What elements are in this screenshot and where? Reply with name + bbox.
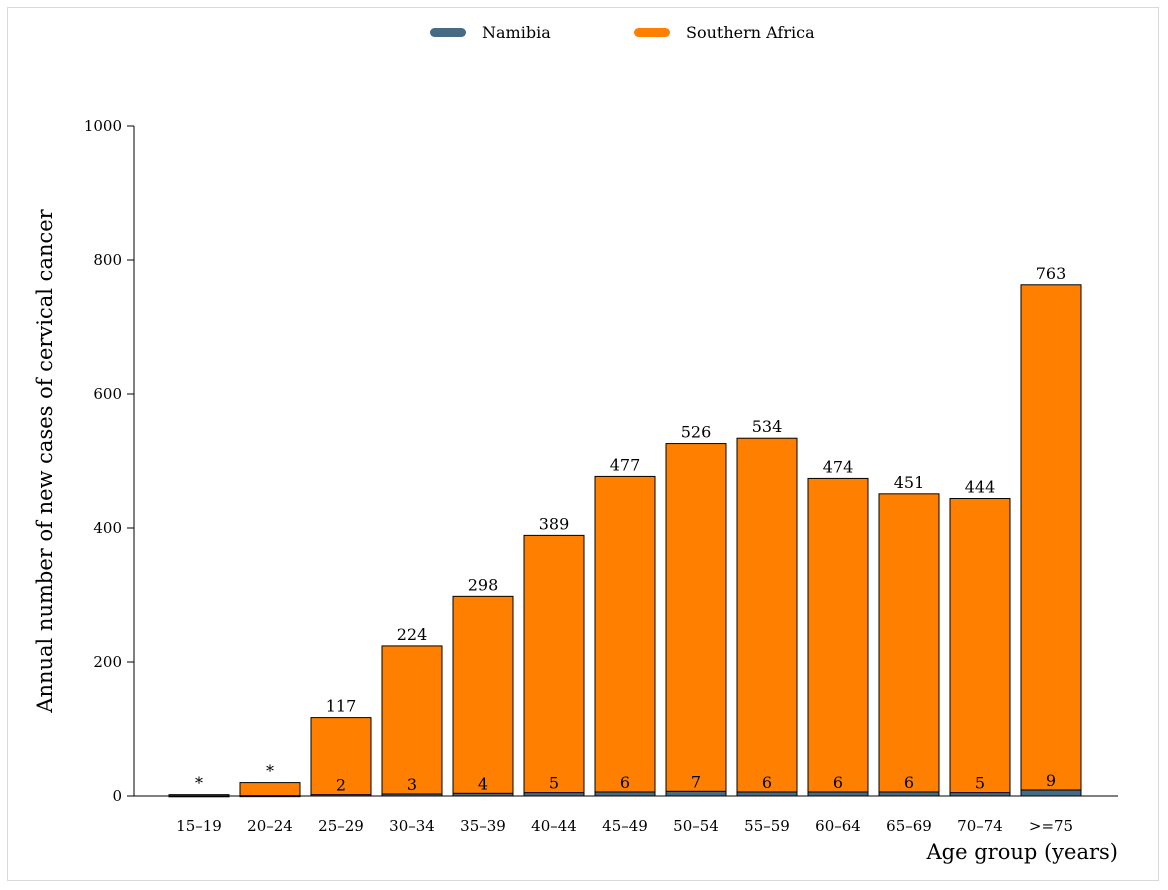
bar-namibia	[452, 792, 514, 797]
x-tick-label: >=75	[1029, 817, 1073, 835]
bar-southern-africa	[949, 498, 1011, 797]
bar-namibia	[1020, 789, 1082, 797]
x-tick-label: 60–64	[815, 817, 861, 835]
data-label-southern-africa: 451	[894, 473, 925, 492]
bar-southern-africa	[665, 443, 727, 797]
data-label-southern-africa: 474	[823, 457, 854, 476]
y-tick-label: 200	[93, 653, 122, 671]
data-label-southern-africa: 117	[326, 697, 357, 716]
x-tick-label: 20–24	[247, 817, 293, 835]
data-label-southern-africa: 298	[468, 575, 499, 594]
data-label-southern-africa: 389	[539, 514, 570, 533]
bar-southern-africa	[878, 493, 940, 797]
y-tick-label: 400	[93, 519, 122, 537]
legend-label: Southern Africa	[686, 23, 815, 42]
x-tick-label: 55–59	[744, 817, 790, 835]
data-label-namibia: 6	[904, 773, 914, 792]
bar-southern-africa	[1020, 284, 1082, 797]
x-axis-ticks: 15–19 20–24 25–29 30–34 35–39 40–44 45–49 50–54…	[176, 817, 1073, 835]
legend: Namibia Southern Africa	[430, 23, 815, 42]
y-tick-label: 0	[112, 787, 122, 805]
y-tick-label: 800	[93, 251, 122, 269]
x-tick-label: 65–69	[886, 817, 932, 835]
bar-southern-africa	[807, 477, 869, 797]
data-label-southern-africa: *	[266, 762, 274, 781]
x-tick-label: 25–29	[318, 817, 364, 835]
bar-namibia	[807, 791, 869, 797]
bar-namibia	[878, 791, 940, 797]
x-tick-label: 50–54	[673, 817, 719, 835]
bar-namibia	[736, 791, 798, 797]
legend-label: Namibia	[482, 23, 551, 42]
legend-swatch	[430, 28, 466, 37]
data-label-southern-africa: 526	[681, 423, 712, 442]
bar-namibia	[168, 795, 230, 798]
bar-southern-africa	[452, 595, 514, 797]
bar-namibia	[239, 795, 301, 798]
legend-swatch	[634, 28, 670, 37]
bar-southern-africa	[239, 782, 301, 797]
bar-southern-africa	[310, 717, 372, 797]
data-label-southern-africa: 763	[1036, 264, 1067, 283]
data-label-namibia: 5	[549, 774, 559, 793]
x-tick-label: 70–74	[957, 817, 1003, 835]
y-tick-label: 600	[93, 385, 122, 403]
data-label-southern-africa: 444	[965, 478, 996, 497]
x-tick-label: 35–39	[460, 817, 506, 835]
bar-namibia	[523, 792, 585, 797]
bar-southern-africa	[594, 475, 656, 797]
x-tick-label: 40–44	[531, 817, 577, 835]
y-axis-title: Annual number of new cases of cervical c…	[33, 208, 57, 713]
data-label-namibia: 6	[762, 773, 772, 792]
x-axis-title: Age group (years)	[926, 840, 1119, 864]
data-label-southern-africa: 534	[752, 417, 783, 436]
data-label-namibia: 5	[975, 774, 985, 793]
x-tick-label: 15–19	[176, 817, 222, 835]
data-label-namibia: 2	[336, 776, 346, 795]
data-label-southern-africa: 477	[610, 455, 641, 474]
data-label-namibia: 7	[691, 772, 701, 791]
data-label-namibia: 6	[833, 773, 843, 792]
bar-namibia	[310, 794, 372, 797]
bar-southern-africa	[523, 534, 585, 797]
x-tick-label: 30–34	[389, 817, 435, 835]
data-label-southern-africa: *	[195, 774, 203, 793]
y-axis-ticks: 0 200 400 600 800 1000	[84, 117, 134, 805]
data-label-southern-africa: 224	[397, 625, 428, 644]
data-label-namibia: 4	[478, 774, 488, 793]
data-label-namibia: 3	[407, 775, 417, 794]
bar-namibia	[381, 793, 443, 797]
bar-namibia	[949, 792, 1011, 797]
data-label-namibia: 6	[620, 773, 630, 792]
series-namibia-bars: 2 3 4 5 6 7 6 6 6 5 9	[168, 771, 1082, 798]
data-label-namibia: 9	[1046, 771, 1056, 790]
y-tick-label: 1000	[84, 117, 122, 135]
bar-namibia	[665, 790, 727, 797]
bar-namibia	[594, 791, 656, 797]
bar-southern-africa	[736, 437, 798, 797]
bar-southern-africa	[381, 645, 443, 797]
x-tick-label: 45–49	[602, 817, 648, 835]
